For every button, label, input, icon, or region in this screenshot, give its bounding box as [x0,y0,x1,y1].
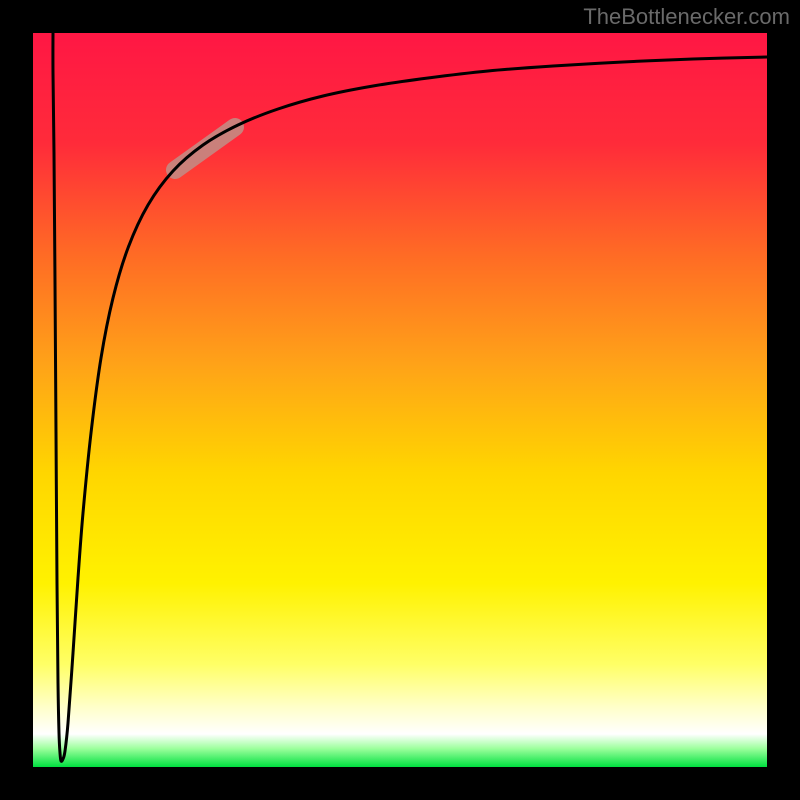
frame-right [767,0,800,800]
chart-container: TheBottlenecker.com [0,0,800,800]
watermark-text: TheBottlenecker.com [583,4,790,30]
plot-area [33,33,767,767]
bottleneck-curve [53,33,767,761]
frame-bottom [0,767,800,800]
highlight-segment [175,127,235,170]
curve-layer [33,33,767,767]
frame-left [0,0,33,800]
